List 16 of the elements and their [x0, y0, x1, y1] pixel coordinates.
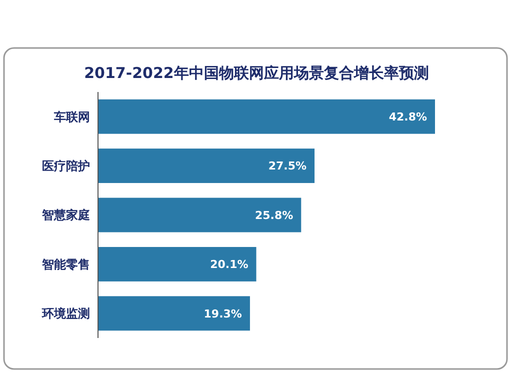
chart-title: 2017-2022年中国物联网应用场景复合增长率预测: [84, 64, 429, 82]
data-label: 19.3%: [204, 307, 242, 320]
data-label: 25.8%: [254, 208, 294, 222]
y-tick-label: 车联网: [53, 110, 90, 124]
bar: [98, 296, 250, 331]
bar: [98, 246, 256, 282]
y-tick-label: 医疗陪护: [42, 159, 90, 173]
data-label: 42.8%: [388, 110, 427, 124]
bar: [98, 148, 315, 184]
data-label: 27.5%: [268, 160, 307, 173]
y-tick-label: 智慧家庭: [41, 208, 90, 222]
y-tick-label: 环境监测: [41, 306, 90, 321]
y-tick-label: 智能零售: [41, 257, 90, 272]
bar: [98, 198, 302, 232]
bar: [98, 99, 435, 134]
data-label: 20.1%: [210, 258, 248, 272]
